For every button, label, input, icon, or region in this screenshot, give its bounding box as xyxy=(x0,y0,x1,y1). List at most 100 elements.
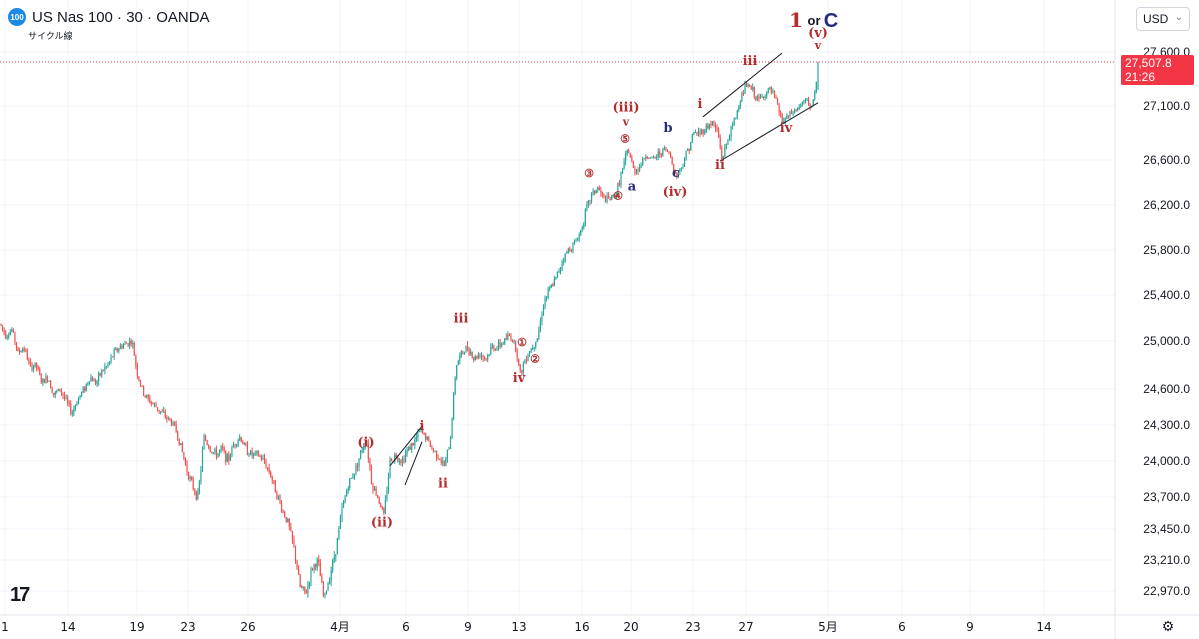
candle-body xyxy=(736,110,738,118)
candle-body xyxy=(693,133,695,135)
candle-body xyxy=(138,376,140,381)
candle-body xyxy=(48,380,50,382)
candle-body xyxy=(677,172,679,178)
candle-body xyxy=(728,137,731,140)
candle-body xyxy=(539,320,541,331)
candle-body xyxy=(308,582,311,586)
candle-body xyxy=(660,154,662,156)
x-tick-label: 13 xyxy=(511,620,526,634)
candle-body xyxy=(3,328,5,333)
candle-body xyxy=(153,403,156,405)
candle-body xyxy=(408,446,410,450)
symbol-badge[interactable]: 100 xyxy=(8,8,26,26)
candle-body xyxy=(651,156,653,158)
indicator-label[interactable]: サイクル線 xyxy=(28,32,73,42)
candle-body xyxy=(284,511,286,518)
candle-body xyxy=(197,491,199,500)
symbol-title[interactable]: US Nas 100 · 30 · OANDA xyxy=(32,8,210,26)
candle-body xyxy=(332,559,334,571)
candle-body xyxy=(696,131,698,135)
candle-body xyxy=(256,451,258,453)
candle-body xyxy=(519,364,521,371)
candle-body xyxy=(542,305,545,316)
candle-body xyxy=(497,341,500,348)
candle-body xyxy=(330,570,332,581)
candle-body xyxy=(598,187,600,191)
candle-body xyxy=(776,98,779,105)
y-tick-label: 24,300.0 xyxy=(1143,418,1190,432)
candle-body xyxy=(668,151,670,154)
candle-body xyxy=(316,559,318,568)
candle-body xyxy=(276,492,278,499)
candle-body xyxy=(307,585,309,594)
candle-body xyxy=(553,278,555,286)
candle-body xyxy=(28,359,30,363)
gear-icon[interactable]: ⚙ xyxy=(1161,618,1175,634)
candle-body xyxy=(600,190,602,192)
candle-body xyxy=(63,395,66,399)
wave-label: ③ xyxy=(584,167,594,180)
candle-body xyxy=(515,340,517,350)
candle-body xyxy=(800,104,802,108)
candle-body xyxy=(9,331,11,335)
candle-body xyxy=(98,373,100,381)
candle-body xyxy=(160,411,162,413)
currency-selector[interactable]: USD ⌄ xyxy=(1136,7,1190,31)
candle-body xyxy=(628,150,630,154)
candle-body xyxy=(249,450,252,455)
candle-body xyxy=(431,447,433,449)
candle-body xyxy=(606,195,608,203)
candle-body xyxy=(366,442,368,444)
candle-body xyxy=(465,345,467,353)
candle-body xyxy=(445,458,447,466)
candle-body xyxy=(70,403,72,414)
candle-body xyxy=(245,443,247,446)
x-tick-label: 5月 xyxy=(818,620,838,634)
candle-body xyxy=(132,343,134,345)
x-tick-label: 14 xyxy=(60,620,75,634)
candle-body xyxy=(541,315,543,321)
candle-body xyxy=(205,435,207,441)
candle-body xyxy=(573,241,576,244)
candle-body xyxy=(186,464,188,473)
candle-body xyxy=(102,370,104,372)
candle-body xyxy=(87,383,89,385)
tradingview-logo-icon[interactable]: 17 xyxy=(10,584,30,606)
wave-label: ⑤ xyxy=(620,133,630,146)
candle-body xyxy=(5,332,7,339)
candle-body xyxy=(634,167,636,174)
candle-body xyxy=(36,362,38,368)
candle-body xyxy=(459,355,461,362)
candle-body xyxy=(110,356,112,362)
candle-body xyxy=(567,248,569,253)
candle-body xyxy=(642,158,644,165)
candle-body xyxy=(473,357,475,360)
candle-body xyxy=(476,356,478,359)
candle-body xyxy=(411,442,413,450)
candle-body xyxy=(414,439,416,446)
candle-body xyxy=(597,187,599,191)
candle-body xyxy=(282,511,284,513)
candle-body xyxy=(315,564,317,568)
wave-label: iv xyxy=(780,121,793,136)
symbol-header: 100 US Nas 100 · 30 · OANDA xyxy=(8,8,210,26)
candle-body xyxy=(220,446,222,451)
candle-body xyxy=(335,554,337,557)
candle-body xyxy=(403,458,405,462)
candle-body xyxy=(189,477,191,479)
candle-body xyxy=(76,404,78,406)
candle-body xyxy=(311,568,314,570)
candle-body xyxy=(614,194,616,199)
candle-body xyxy=(583,223,585,228)
candle-body xyxy=(778,104,780,113)
candle-body xyxy=(769,87,771,89)
candle-body xyxy=(745,84,748,87)
candle-body xyxy=(246,445,249,455)
candle-body xyxy=(62,392,64,396)
candle-body xyxy=(112,356,114,358)
candle-body xyxy=(1,325,4,329)
candle-body xyxy=(90,377,92,382)
candle-body xyxy=(288,519,290,527)
candle-body xyxy=(714,125,717,129)
